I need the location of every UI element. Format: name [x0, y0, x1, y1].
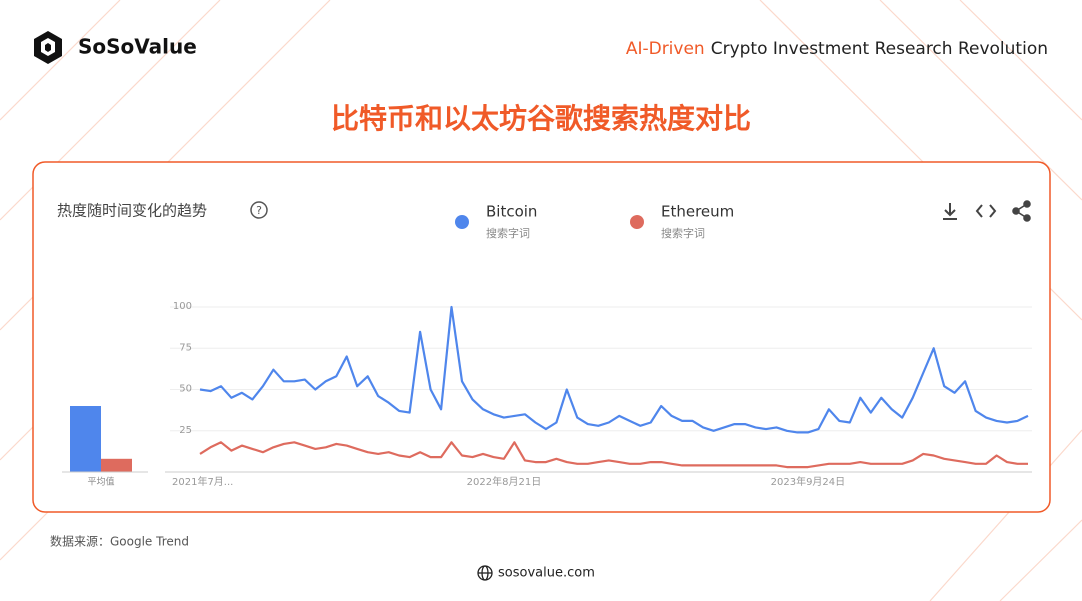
y-tick-label: 50 — [179, 384, 192, 395]
site: sosovalue.com — [498, 566, 595, 581]
tagline-text: Crypto Investment Research Revolution — [711, 39, 1048, 59]
tagline: AI-Driven Crypto Investment Research Revo… — [626, 39, 1048, 59]
embed-icon[interactable] — [975, 204, 997, 218]
average-bar — [101, 458, 132, 472]
y-tick-label: 75 — [179, 342, 192, 353]
share-icon[interactable] — [1012, 200, 1031, 222]
average-bar — [70, 406, 101, 472]
card — [32, 161, 1051, 513]
globe-icon — [477, 565, 493, 581]
brand: SoSoValue — [78, 35, 197, 59]
slide-title: 比特币和以太坊谷歌搜索热度对比 — [331, 102, 751, 135]
y-tick-label: 100 — [173, 301, 192, 312]
x-tick-label: 2023年9月24日 — [771, 475, 846, 488]
tagline-highlight: AI-Driven — [626, 39, 705, 59]
legend-label: Ethereum — [661, 203, 734, 221]
series-line — [199, 305, 1029, 434]
legend-marker — [630, 215, 644, 229]
download-icon[interactable] — [943, 203, 957, 220]
card-title: 热度随时间变化的趋势 — [57, 202, 207, 220]
legend-marker — [455, 215, 469, 229]
svg-text:?: ? — [256, 204, 262, 217]
bar-category: 平均值 — [87, 476, 114, 488]
source: 数据来源：Google Trend — [50, 534, 189, 549]
x-tick-label: 2021年7月... — [172, 475, 233, 488]
y-tick-label: 25 — [179, 425, 192, 436]
x-tick-label: 2022年8月21日 — [467, 475, 542, 488]
help-icon[interactable]: ? — [250, 201, 268, 219]
logo — [34, 31, 62, 64]
legend-caption: 搜索字词 — [661, 226, 705, 240]
series-line — [199, 441, 1028, 469]
legend-label: Bitcoin — [486, 203, 537, 221]
legend-caption: 搜索字词 — [486, 226, 530, 240]
